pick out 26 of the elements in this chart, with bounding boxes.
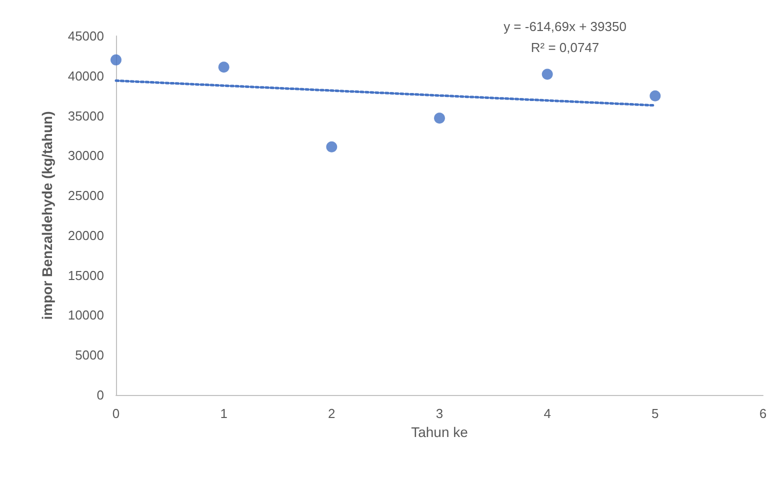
y-tick-label: 20000 xyxy=(68,228,104,243)
x-tick-label: 5 xyxy=(652,406,659,421)
y-tick-label: 10000 xyxy=(68,308,104,323)
point xyxy=(218,62,230,73)
y-tick-label: 0 xyxy=(96,388,104,402)
annotation: y = -614,69x + 39350 R² = 0,0747 xyxy=(504,19,626,55)
x-tick-label: 2 xyxy=(328,406,336,421)
y-axis-title: impor Benzaldehyde (kg/tahun) xyxy=(39,111,55,320)
y-tick-label: 40000 xyxy=(68,68,104,84)
y-tick-label: 25000 xyxy=(68,188,104,204)
point xyxy=(542,68,553,80)
point xyxy=(434,112,445,124)
y-tick-label: 45000 xyxy=(68,28,104,44)
y-tick-label: 35000 xyxy=(68,108,104,124)
point xyxy=(110,54,122,66)
y-tick-label: 30000 xyxy=(68,148,104,164)
x-tick-label: 3 xyxy=(436,406,444,421)
x-tick-label: 6 xyxy=(759,406,767,421)
x-tick-label: 0 xyxy=(112,406,120,421)
x-axis-title: Tahun ke xyxy=(411,424,468,440)
x-tick-label: 4 xyxy=(544,406,551,421)
x-tick-label: 1 xyxy=(220,406,228,421)
point xyxy=(326,141,338,152)
point xyxy=(650,90,661,102)
y-tick-label: 5000 xyxy=(75,348,104,363)
y-tick-label: 15000 xyxy=(68,268,104,283)
